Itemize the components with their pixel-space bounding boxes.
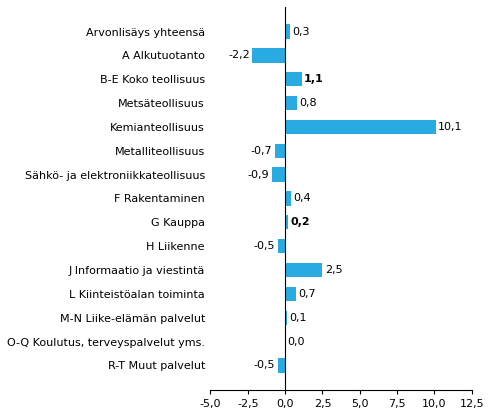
Bar	[272, 168, 285, 182]
Text: -0,7: -0,7	[251, 146, 273, 156]
Bar	[285, 191, 291, 206]
Text: -2,2: -2,2	[228, 50, 250, 60]
Text: 10,1: 10,1	[438, 122, 463, 132]
Bar	[252, 48, 285, 62]
Bar	[285, 72, 301, 87]
Text: 0,8: 0,8	[300, 98, 317, 108]
Text: 0,4: 0,4	[293, 193, 311, 203]
Text: -0,5: -0,5	[254, 241, 275, 251]
Text: -0,9: -0,9	[248, 170, 270, 180]
Bar	[285, 263, 323, 277]
Text: 0,1: 0,1	[289, 313, 306, 323]
Bar	[278, 358, 285, 373]
Text: 0,2: 0,2	[290, 217, 310, 227]
Text: 1,1: 1,1	[304, 74, 324, 84]
Text: 0,3: 0,3	[292, 27, 309, 37]
Bar	[285, 96, 297, 110]
Bar	[285, 120, 436, 134]
Text: 0,0: 0,0	[287, 337, 305, 347]
Bar	[278, 239, 285, 253]
Bar	[285, 311, 287, 325]
Bar	[285, 215, 288, 230]
Text: -0,5: -0,5	[254, 360, 275, 371]
Text: 2,5: 2,5	[325, 265, 342, 275]
Bar	[285, 287, 296, 301]
Bar	[285, 25, 290, 39]
Text: 0,7: 0,7	[298, 289, 315, 299]
Bar	[274, 144, 285, 158]
